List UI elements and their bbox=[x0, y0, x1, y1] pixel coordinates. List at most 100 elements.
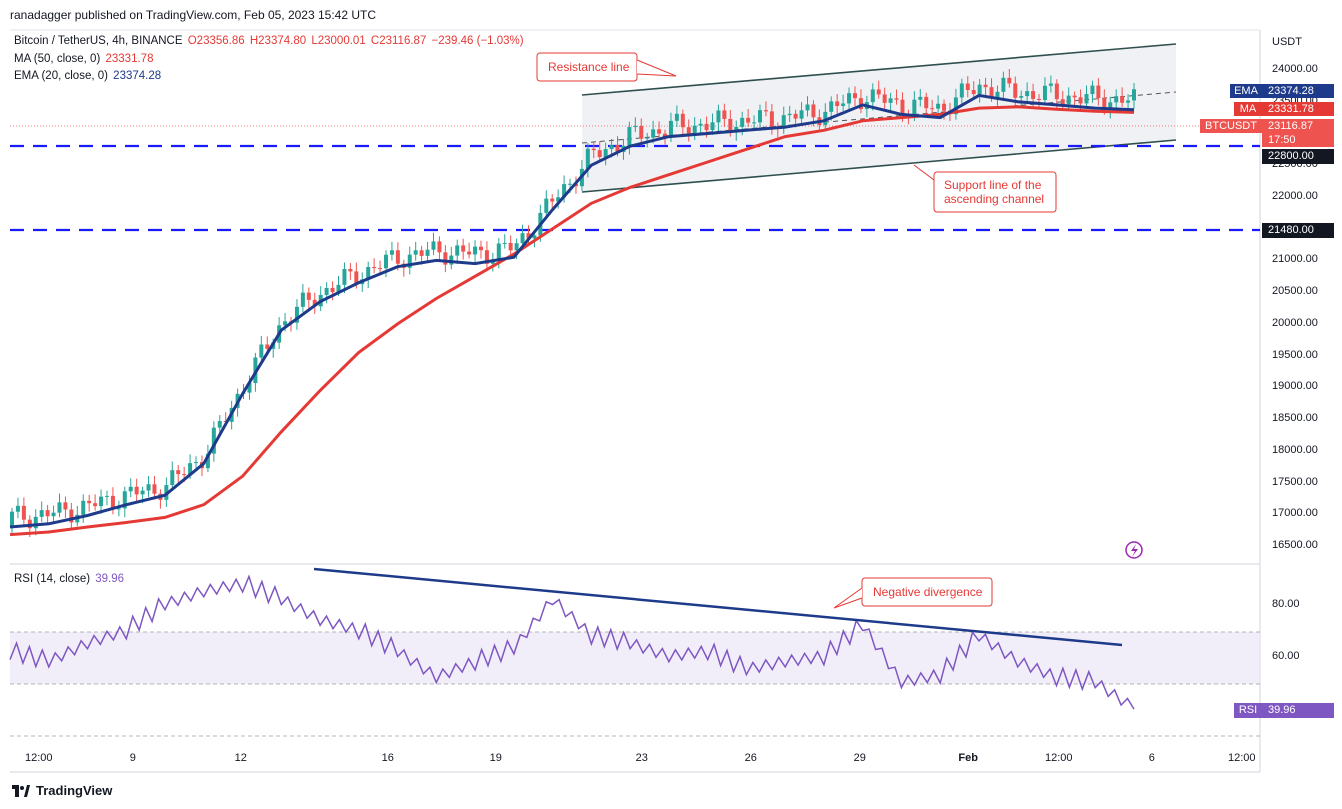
candle-body bbox=[1132, 89, 1136, 101]
rsi-label: RSI (14, close) bbox=[14, 573, 91, 585]
candle-body bbox=[1126, 100, 1131, 103]
candle-body bbox=[1042, 85, 1047, 100]
support-line bbox=[581, 139, 1177, 193]
candle-body bbox=[1120, 96, 1125, 103]
candle-body bbox=[568, 183, 573, 185]
last-price: 23116.87 bbox=[1268, 120, 1314, 132]
candle-body bbox=[716, 110, 721, 123]
candle-body bbox=[645, 137, 650, 139]
candle-body bbox=[799, 110, 804, 119]
divergence-callout: Negative divergence bbox=[833, 577, 993, 609]
candle-body bbox=[847, 93, 852, 104]
resistance-callout-pointer bbox=[636, 59, 677, 77]
candle-body bbox=[1102, 97, 1107, 110]
footer-brand[interactable]: TradingView bbox=[12, 783, 112, 798]
candle-body bbox=[983, 84, 988, 88]
candle-body bbox=[936, 103, 941, 109]
candle-body bbox=[455, 245, 460, 256]
candle-body bbox=[740, 117, 745, 127]
candle-body bbox=[384, 254, 388, 269]
candle-body bbox=[283, 321, 288, 326]
candle-body bbox=[728, 118, 733, 133]
candle-body bbox=[1084, 94, 1089, 104]
candle-body bbox=[550, 198, 555, 202]
brand-name: TradingView bbox=[36, 783, 113, 798]
support-callout-box bbox=[933, 171, 1057, 213]
candle-body bbox=[419, 250, 424, 256]
time-tick: 29 bbox=[853, 752, 866, 764]
time-tick: 9 bbox=[129, 752, 136, 764]
candle-body bbox=[63, 502, 68, 510]
lightning-icon[interactable] bbox=[1125, 541, 1143, 559]
candle-body bbox=[425, 249, 430, 256]
candle-body bbox=[556, 197, 561, 202]
symbol-tag-value: 23116.87 17:50 bbox=[1262, 119, 1334, 147]
support-callout: Support line of the ascending channel bbox=[913, 164, 1057, 213]
ma-tag-label: MA bbox=[1234, 102, 1262, 116]
candle-body bbox=[21, 505, 26, 520]
candle-body bbox=[57, 502, 62, 513]
candle-body bbox=[829, 101, 834, 112]
candle-body bbox=[294, 306, 299, 323]
candle-body bbox=[888, 98, 893, 103]
candle-body bbox=[686, 127, 691, 135]
candle-body bbox=[722, 110, 727, 119]
rsi-legend: RSI (14, close) 39.96 bbox=[14, 573, 124, 585]
candle-body bbox=[449, 255, 454, 265]
rsi-value: 39.96 bbox=[95, 573, 125, 585]
candle-body bbox=[597, 150, 602, 158]
candle-body bbox=[627, 127, 632, 146]
candle-body bbox=[478, 246, 483, 251]
time-tick: 12:00 bbox=[1045, 752, 1073, 764]
change-value: −239.46 (−1.03%) bbox=[431, 35, 524, 47]
candle-body bbox=[134, 486, 139, 495]
bar-countdown: 17:50 bbox=[1268, 134, 1296, 146]
price-tick: 17500.00 bbox=[1272, 475, 1318, 488]
candle-body bbox=[787, 113, 792, 116]
candle-body bbox=[674, 113, 679, 121]
candle-body bbox=[562, 184, 567, 198]
candle-body bbox=[615, 145, 620, 153]
candle-body bbox=[603, 149, 608, 158]
candle-body bbox=[995, 91, 1000, 98]
publisher-header: ranadagger published on TradingView.com,… bbox=[10, 8, 377, 22]
candle-body bbox=[45, 510, 50, 517]
candle-body bbox=[870, 89, 875, 103]
candle-body bbox=[336, 284, 341, 293]
ema-tag-value: 23374.28 bbox=[1262, 84, 1334, 98]
candle-body bbox=[912, 99, 917, 116]
time-tick: 19 bbox=[489, 752, 502, 764]
ema-value: 23374.28 bbox=[113, 70, 162, 82]
candle-body bbox=[977, 84, 982, 95]
ma-legend: MA (50, close, 0) 23331.78 bbox=[14, 53, 153, 65]
candle-body bbox=[763, 110, 768, 112]
candle-body bbox=[81, 500, 86, 515]
rsi-tick: 80.00 bbox=[1272, 598, 1300, 610]
candle-body bbox=[395, 250, 400, 264]
candle-body bbox=[389, 250, 394, 255]
candle-body bbox=[823, 111, 828, 126]
candle-body bbox=[1108, 102, 1113, 110]
resistance-callout: Resistance line bbox=[536, 52, 677, 82]
candle-body bbox=[858, 98, 863, 110]
rsi-line bbox=[9, 574, 1135, 710]
price-tick: 22000.00 bbox=[1272, 189, 1318, 202]
price-tick: 20000.00 bbox=[1272, 316, 1318, 329]
divergence-callout-text: Negative divergence bbox=[873, 585, 983, 599]
candle-body bbox=[852, 93, 857, 99]
candle-body bbox=[1072, 95, 1077, 98]
divergence-callout-pointer bbox=[833, 587, 863, 609]
candle-body bbox=[306, 292, 311, 300]
ema-legend: EMA (20, close, 0) 23374.28 bbox=[14, 70, 161, 82]
price-tick: 16500.00 bbox=[1272, 539, 1318, 551]
ma-value: 23331.78 bbox=[105, 53, 154, 65]
candle-body bbox=[110, 495, 115, 510]
price-tick: 18000.00 bbox=[1272, 443, 1318, 456]
candle-body bbox=[312, 299, 317, 307]
candle-body bbox=[194, 462, 199, 464]
candle-body bbox=[69, 509, 74, 523]
candle-body bbox=[473, 246, 478, 255]
candle-body bbox=[710, 122, 715, 131]
candle-body bbox=[247, 382, 252, 393]
